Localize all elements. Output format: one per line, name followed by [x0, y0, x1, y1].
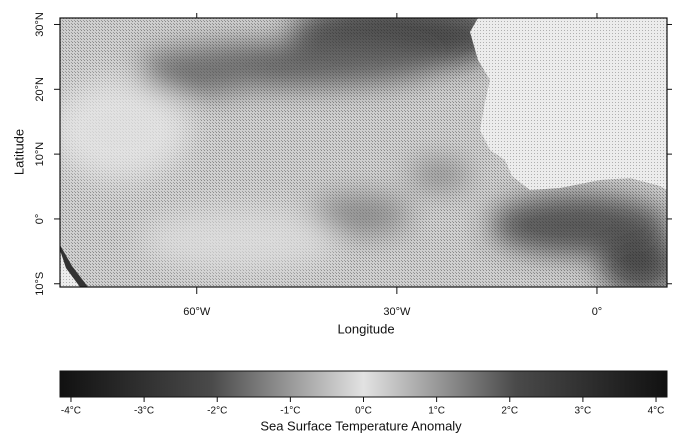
x-tick-label: 0°: [592, 306, 603, 318]
y-tick-label: 10°N: [34, 142, 46, 167]
x-tick-label: 60°W: [183, 306, 211, 318]
x-axis-title: Longitude: [337, 321, 394, 336]
colorbar-tick-label: 1°C: [428, 406, 445, 417]
colorbar-tick-label: 2°C: [501, 406, 518, 417]
colorbar-tick-label: -1°C: [280, 406, 300, 417]
colorbar-tick-label: 4°C: [648, 406, 665, 417]
y-tick-label: 20°N: [34, 77, 46, 102]
x-tick-label: 30°W: [383, 306, 411, 318]
y-axis-title: Latitude: [11, 129, 26, 175]
y-tick-label: 30°N: [34, 12, 46, 37]
y-tick-label: 10°S: [34, 272, 46, 296]
colorbar-tick-label: -4°C: [61, 406, 81, 417]
colorbar: [59, 370, 668, 398]
colorbar-tick-label: 3°C: [574, 406, 591, 417]
map-frame: [59, 17, 668, 288]
sst-field: [60, 18, 667, 287]
colorbar-title: Sea Surface Temperature Anomaly: [260, 418, 462, 433]
colorbar-tick-label: -2°C: [207, 406, 227, 417]
colorbar-tick-label: -3°C: [134, 406, 154, 417]
y-tick-label: 0°: [34, 214, 46, 225]
colorbar-tick-label: 0°C: [355, 406, 372, 417]
